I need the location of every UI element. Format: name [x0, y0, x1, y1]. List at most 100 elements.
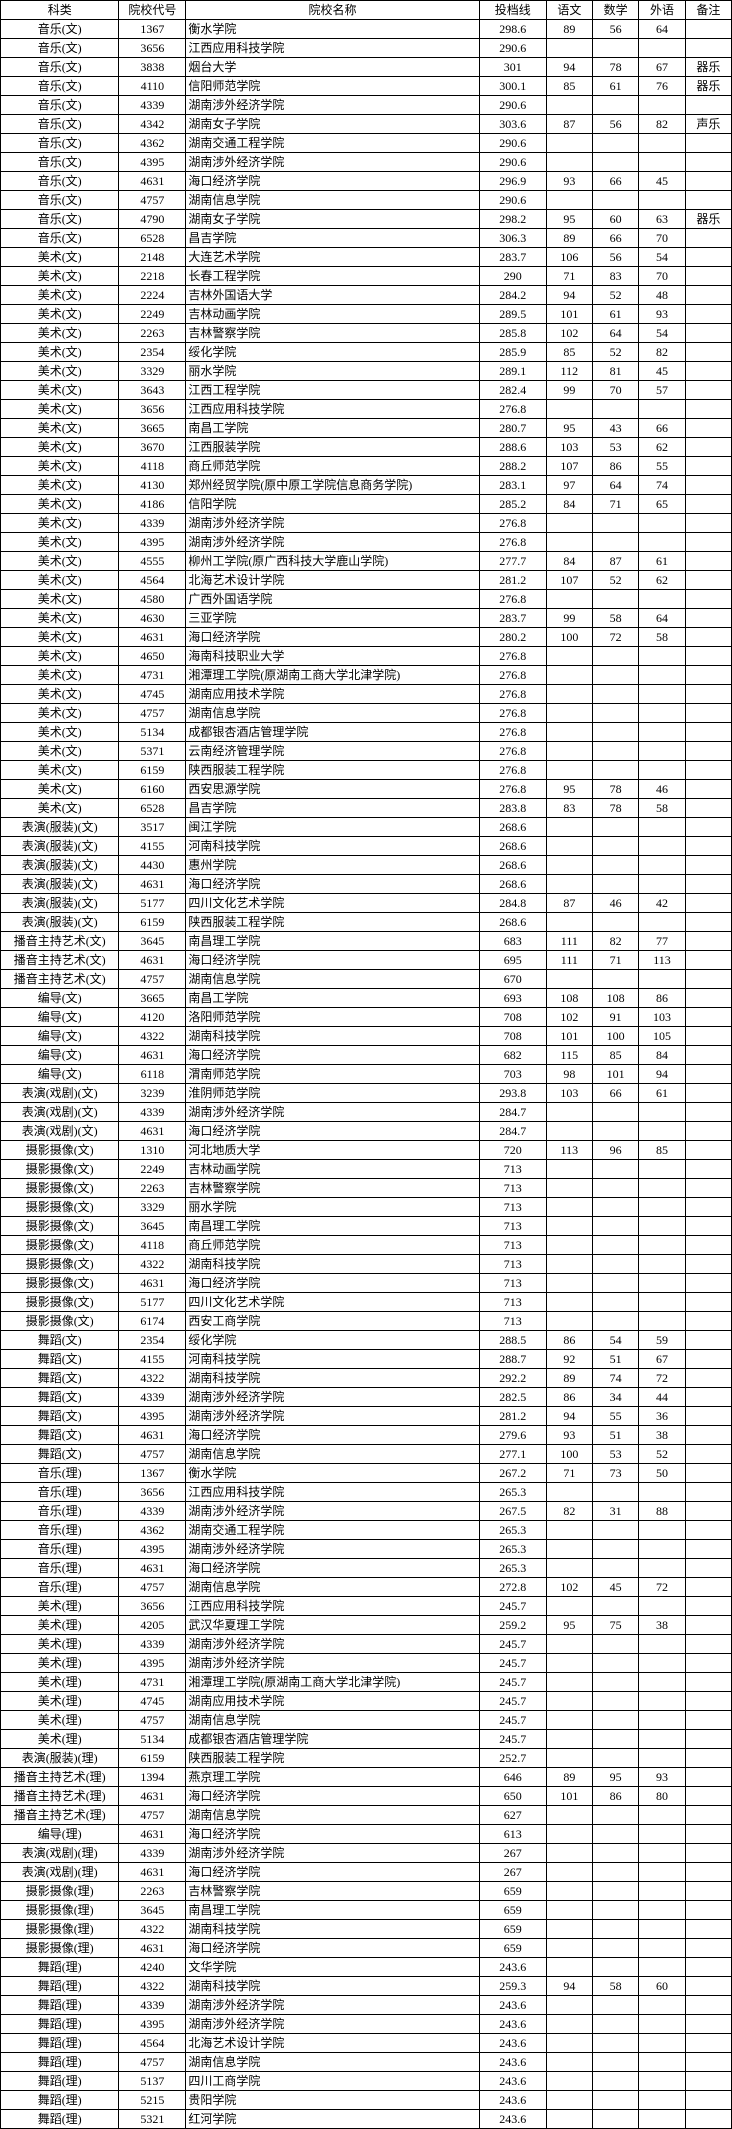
cell-math [592, 1825, 638, 1844]
cell-cat: 摄影摄像(文) [1, 1236, 119, 1255]
cell-math [592, 1483, 638, 1502]
cell-note: 器乐 [685, 58, 731, 77]
cell-chn [546, 1692, 592, 1711]
cell-note [685, 1920, 731, 1939]
cell-fl [639, 1635, 685, 1654]
cell-score: 713 [479, 1293, 546, 1312]
cell-math: 73 [592, 1464, 638, 1483]
cell-fl [639, 1255, 685, 1274]
table-row: 表演(服装)(文)4631海口经济学院268.6 [1, 875, 732, 894]
cell-fl [639, 1521, 685, 1540]
cell-name: 四川文化艺术学院 [186, 894, 479, 913]
cell-math [592, 2072, 638, 2091]
cell-name: 淮阴师范学院 [186, 1084, 479, 1103]
cell-name: 海口经济学院 [186, 628, 479, 647]
cell-code: 3838 [119, 58, 186, 77]
cell-note [685, 305, 731, 324]
table-row: 表演(服装)(文)4430惠州学院268.6 [1, 856, 732, 875]
cell-math: 100 [592, 1027, 638, 1046]
cell-fl [639, 970, 685, 989]
cell-fl [639, 2110, 685, 2129]
cell-code: 4339 [119, 1996, 186, 2015]
cell-cat: 美术(文) [1, 742, 119, 761]
cell-chn [546, 1255, 592, 1274]
cell-code: 3645 [119, 1901, 186, 1920]
cell-score: 243.6 [479, 2072, 546, 2091]
cell-score: 243.6 [479, 1958, 546, 1977]
cell-score: 265.3 [479, 1540, 546, 1559]
table-row: 美术(文)5371云南经济管理学院276.8 [1, 742, 732, 761]
cell-fl: 84 [639, 1046, 685, 1065]
cell-chn [546, 400, 592, 419]
cell-name: 信阳师范学院 [186, 77, 479, 96]
cell-chn [546, 1825, 592, 1844]
cell-fl: 64 [639, 20, 685, 39]
cell-cat: 播音主持艺术(理) [1, 1787, 119, 1806]
cell-name: 河北地质大学 [186, 1141, 479, 1160]
cell-note [685, 381, 731, 400]
cell-chn: 99 [546, 609, 592, 628]
cell-name: 江西应用科技学院 [186, 400, 479, 419]
cell-name: 湖南涉外经济学院 [186, 1540, 479, 1559]
cell-note [685, 1179, 731, 1198]
cell-note [685, 1844, 731, 1863]
cell-name: 湖南女子学院 [186, 210, 479, 229]
cell-chn: 111 [546, 951, 592, 970]
cell-chn [546, 1122, 592, 1141]
cell-score: 708 [479, 1027, 546, 1046]
cell-name: 大连艺术学院 [186, 248, 479, 267]
cell-score: 245.7 [479, 1654, 546, 1673]
cell-code: 6159 [119, 1749, 186, 1768]
cell-fl [639, 533, 685, 552]
cell-chn: 115 [546, 1046, 592, 1065]
cell-name: 陕西服装工程学院 [186, 913, 479, 932]
cell-name: 四川工商学院 [186, 2072, 479, 2091]
cell-chn [546, 761, 592, 780]
cell-note [685, 1806, 731, 1825]
cell-fl [639, 1179, 685, 1198]
cell-cat: 音乐(理) [1, 1559, 119, 1578]
table-row: 编导(文)4631海口经济学院6821158584 [1, 1046, 732, 1065]
cell-chn: 82 [546, 1502, 592, 1521]
cell-fl [639, 1654, 685, 1673]
cell-math: 86 [592, 457, 638, 476]
table-row: 编导(文)4120洛阳师范学院70810291103 [1, 1008, 732, 1027]
cell-code: 3656 [119, 1483, 186, 1502]
cell-math: 64 [592, 476, 638, 495]
cell-code: 2218 [119, 267, 186, 286]
header-name: 院校名称 [186, 1, 479, 20]
cell-score: 284.7 [479, 1103, 546, 1122]
cell-math [592, 647, 638, 666]
cell-code: 2263 [119, 1882, 186, 1901]
table-row: 音乐(文)4339湖南涉外经济学院290.6 [1, 96, 732, 115]
table-row: 音乐(理)4757湖南信息学院272.81024572 [1, 1578, 732, 1597]
cell-fl: 67 [639, 1350, 685, 1369]
cell-code: 6160 [119, 780, 186, 799]
table-row: 播音主持艺术(理)4757湖南信息学院627 [1, 1806, 732, 1825]
table-row: 美术(文)4631海口经济学院280.21007258 [1, 628, 732, 647]
cell-code: 4395 [119, 1540, 186, 1559]
cell-math [592, 856, 638, 875]
cell-math [592, 1730, 638, 1749]
cell-note: 器乐 [685, 77, 731, 96]
cell-cat: 舞蹈(文) [1, 1331, 119, 1350]
cell-code: 2263 [119, 1179, 186, 1198]
cell-name: 湘潭理工学院(原湖南工商大学北津学院) [186, 666, 479, 685]
cell-name: 吉林警察学院 [186, 324, 479, 343]
cell-code: 4650 [119, 647, 186, 666]
cell-fl: 59 [639, 1331, 685, 1350]
cell-chn [546, 1312, 592, 1331]
table-row: 舞蹈(理)4339湖南涉外经济学院243.6 [1, 1996, 732, 2015]
cell-chn [546, 913, 592, 932]
cell-note [685, 2034, 731, 2053]
cell-fl [639, 1996, 685, 2015]
cell-fl [639, 39, 685, 58]
cell-math [592, 704, 638, 723]
cell-math: 81 [592, 362, 638, 381]
cell-math [592, 1996, 638, 2015]
cell-note [685, 229, 731, 248]
cell-cat: 音乐(理) [1, 1464, 119, 1483]
table-row: 摄影摄像(文)6174西安工商学院713 [1, 1312, 732, 1331]
cell-note [685, 1274, 731, 1293]
cell-name: 南昌理工学院 [186, 1217, 479, 1236]
